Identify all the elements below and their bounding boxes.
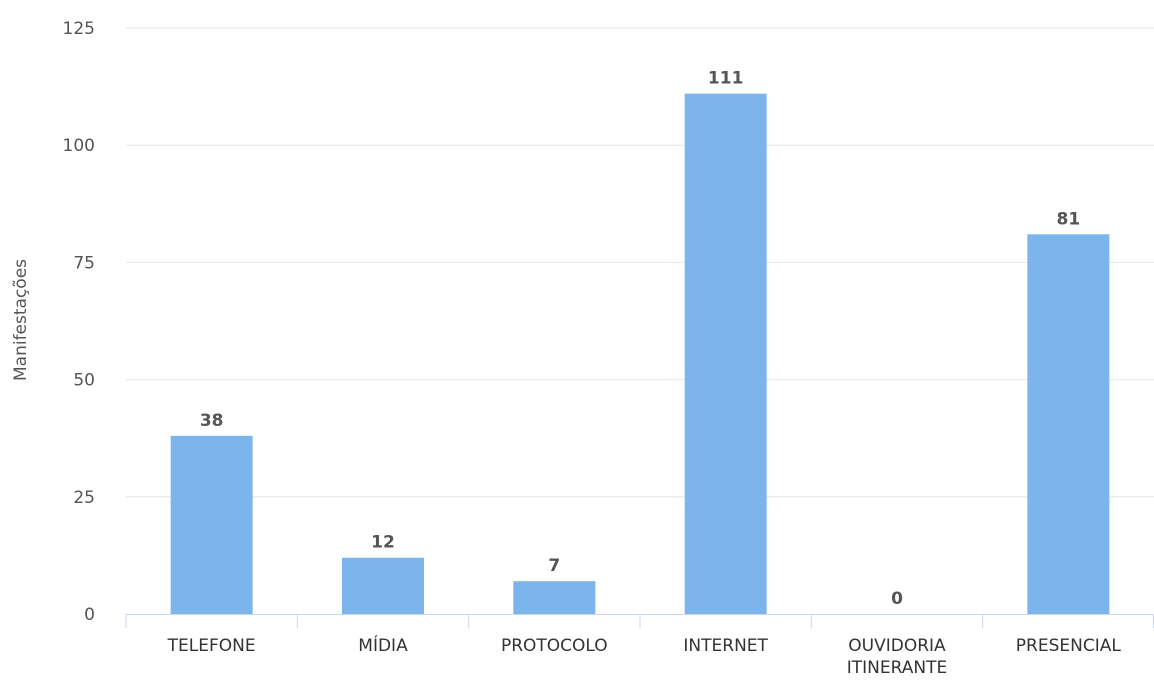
y-tick-label: 100 [63,136,95,156]
x-category-label: MÍDIA [358,634,408,656]
bar [684,93,767,614]
x-category-label-line: OUVIDORIA [848,636,946,656]
bar [170,435,253,614]
y-tick-label: 0 [84,605,95,625]
data-label: 12 [371,533,395,553]
x-category-label-line: MÍDIA [358,634,408,656]
data-label: 7 [548,556,560,576]
gridlines [126,27,1154,498]
y-tick-label: 125 [63,19,95,39]
data-label: 81 [1056,209,1080,229]
bars [170,93,1110,614]
y-axis-ticks: 0 25 50 75 100 125 [63,19,95,625]
x-category-label-line: INTERNET [683,636,768,656]
data-label: 0 [891,589,903,609]
x-category-label: PROTOCOLO [501,636,608,656]
bar [513,581,596,614]
data-labels: 38 12 7 111 0 81 [200,69,1080,609]
bar [1027,234,1110,614]
x-axis: TELEFONE MÍDIA PROTOCOLO INTERNET OUVIDORIA I… [125,614,1154,678]
bar [342,557,424,614]
x-category-label-line: TELEFONE [167,636,256,656]
x-category-label: INTERNET [683,636,768,656]
y-tick-label: 50 [73,371,95,391]
y-tick-label: 25 [73,488,95,508]
data-label: 111 [708,69,744,89]
x-category-label: PRESENCIAL [1016,636,1122,656]
data-label: 38 [200,411,224,431]
x-category-label-line: PROTOCOLO [501,636,608,656]
x-category-label-line: PRESENCIAL [1016,636,1122,656]
x-category-label-line: ITINERANTE [847,658,947,678]
y-axis-title: Manifestações [11,259,31,381]
y-tick-label: 75 [73,253,95,273]
x-category-label: TELEFONE [167,636,256,656]
x-category-label: OUVIDORIA ITINERANTE [847,636,947,678]
